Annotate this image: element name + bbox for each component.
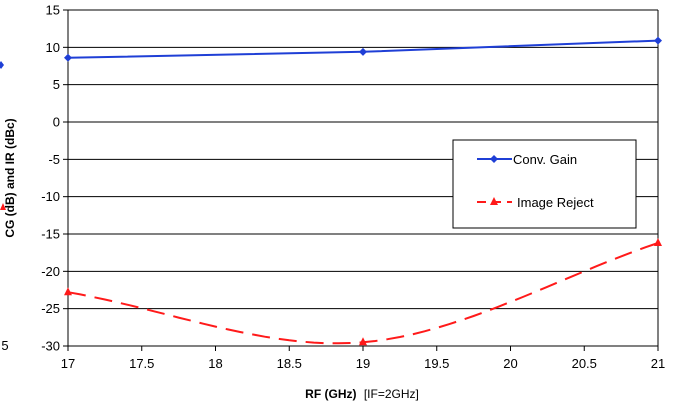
data-point-diamond (64, 53, 72, 62)
x-tick-label: 20 (503, 356, 517, 371)
y-tick-label: -15 (41, 227, 60, 242)
data-point-diamond (359, 47, 367, 56)
y-tick-label: -30 (41, 339, 60, 354)
y-axis-title: CG (dB) and IR (dBc) (3, 118, 17, 237)
data-point-triangle (64, 287, 72, 296)
y-tick-label: 15 (46, 3, 60, 18)
x-tick-label: 18 (208, 356, 222, 371)
data-point-triangle (654, 237, 662, 246)
data-point-triangle (359, 337, 367, 346)
x-axis-title: RF (GHz) [IF=2GHz] (305, 387, 419, 401)
x-axis-title-main: RF (GHz) (305, 387, 356, 401)
y-tick-label: 10 (46, 40, 60, 55)
x-tick-label: 20.5 (572, 356, 597, 371)
y-tick-label: 0 (53, 115, 60, 130)
partial-tick-label: 5 (1, 338, 8, 353)
data-point-diamond (654, 36, 662, 45)
legend-label-image-reject: Image Reject (517, 195, 594, 210)
y-tick-labels: 15 10 5 0 -5 -10 -15 -20 -25 -30 (41, 3, 68, 354)
x-tick-label: 21 (651, 356, 665, 371)
partial-triangle-marker (0, 203, 6, 210)
legend-triangle-marker (490, 197, 498, 205)
y-tick-label: -25 (41, 301, 60, 316)
y-tick-label: 5 (53, 77, 60, 92)
series-layer (64, 36, 662, 346)
x-tick-label: 17 (61, 356, 75, 371)
x-tick-labels: 17 17.5 18 18.5 19 19.5 20 20.5 21 (61, 346, 665, 371)
partial-left-chart: 5 (0, 61, 9, 353)
x-axis-title-suffix: [IF=2GHz] (364, 387, 419, 401)
x-tick-label: 19 (356, 356, 370, 371)
legend-box (452, 139, 637, 229)
legend-diamond-marker (490, 155, 498, 163)
y-tick-label: -10 (41, 189, 60, 204)
x-tick-label: 18.5 (277, 356, 302, 371)
legend-label-conv-gain: Conv. Gain (513, 152, 577, 167)
y-tick-label: -20 (41, 264, 60, 279)
y-tick-label: -5 (48, 152, 60, 167)
x-tick-label: 19.5 (424, 356, 449, 371)
legend: Conv. Gain Image Reject (452, 139, 637, 229)
partial-diamond-marker (0, 61, 4, 69)
x-tick-label: 17.5 (129, 356, 154, 371)
